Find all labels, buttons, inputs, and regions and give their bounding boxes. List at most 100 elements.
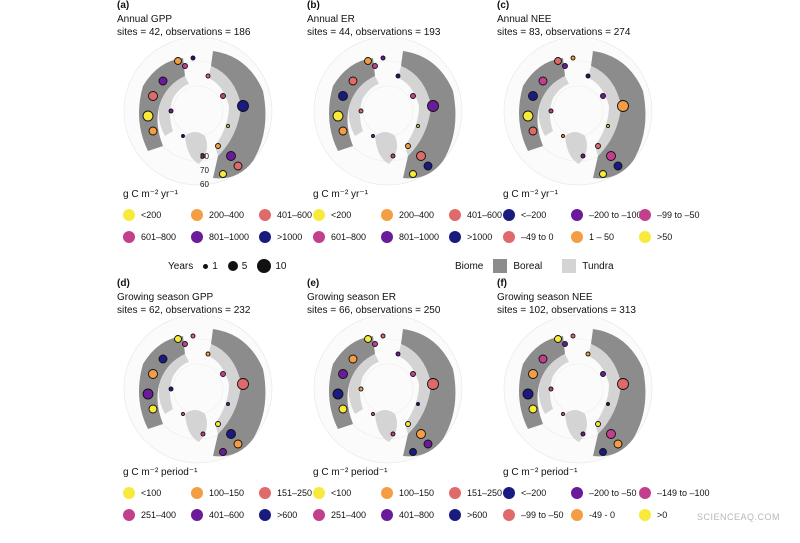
legend-item: <100 <box>313 487 351 499</box>
site-marker <box>595 143 601 149</box>
legend-swatch-icon <box>191 509 203 521</box>
site-marker <box>595 421 601 427</box>
panel-subtitle: sites = 102, observations = 313 <box>497 305 636 316</box>
site-marker <box>570 333 576 339</box>
legend-swatch-icon <box>503 209 515 221</box>
legend-swatch-icon <box>313 509 325 521</box>
site-marker <box>562 63 568 69</box>
site-marker <box>182 341 188 347</box>
legend-label: –49 to 0 <box>521 232 554 242</box>
legend-swatch-icon <box>571 209 583 221</box>
site-marker <box>561 412 565 416</box>
site-marker <box>348 354 358 364</box>
legend-item: 100–150 <box>191 487 244 499</box>
site-marker <box>158 354 168 364</box>
legend-item: –49 to 0 <box>503 231 554 243</box>
unit-label: g C m⁻² yr⁻¹ <box>313 189 368 200</box>
tundra-region-eurasia <box>398 344 431 434</box>
site-marker <box>613 161 623 171</box>
legend-label: –200 to –50 <box>589 488 637 498</box>
legend-swatch-icon <box>571 487 583 499</box>
legend-swatch-icon <box>449 231 461 243</box>
tundra-region-north-america <box>538 354 569 414</box>
tundra-region-eurasia <box>208 344 241 434</box>
site-marker <box>416 429 426 439</box>
legend-swatch-icon <box>123 209 135 221</box>
panel-subtitle: sites = 44, observations = 193 <box>307 27 441 38</box>
legend-swatch-icon <box>313 487 325 499</box>
arctic-map <box>313 36 463 186</box>
panel-label: (a) <box>117 0 130 11</box>
arctic-map <box>503 314 653 464</box>
legend-swatch-icon <box>259 487 271 499</box>
panel-subtitle: sites = 42, observations = 186 <box>117 27 251 38</box>
boreal-swatch-icon <box>493 259 508 273</box>
legend-swatch-icon <box>123 487 135 499</box>
panel-title: Growing season GPP <box>117 292 214 303</box>
legend-swatch-icon <box>191 209 203 221</box>
legend-label: <200 <box>141 210 162 220</box>
site-marker <box>390 153 396 159</box>
site-marker <box>219 170 227 178</box>
site-marker <box>358 108 364 114</box>
site-marker <box>405 143 411 149</box>
legend-item: 401–600 <box>259 209 312 221</box>
legend-label: <–200 <box>521 210 547 220</box>
panel-subtitle: sites = 83, observations = 274 <box>497 27 631 38</box>
years-legend-value: 10 <box>275 260 287 272</box>
site-marker <box>338 91 348 101</box>
legend-swatch-icon <box>639 487 651 499</box>
site-marker <box>215 421 221 427</box>
years-dot-medium-icon <box>227 261 238 271</box>
site-marker <box>617 378 629 390</box>
site-marker <box>364 335 372 343</box>
legend-item: >600 <box>259 509 297 521</box>
legend-swatch-icon <box>503 231 515 243</box>
shared-legends: Years 1 5 10 Biome Boreal Tundra <box>0 253 800 277</box>
site-marker <box>528 404 538 414</box>
unit-label: g C m⁻² yr⁻¹ <box>503 189 558 200</box>
legend-label: –200 to –100 <box>589 210 642 220</box>
site-marker <box>348 76 358 86</box>
site-marker <box>585 351 591 357</box>
site-marker <box>423 161 433 171</box>
legend-label: 100–150 <box>209 488 245 498</box>
legend-item: 200–400 <box>191 209 244 221</box>
legend-swatch-icon <box>259 509 271 521</box>
site-marker <box>148 91 158 101</box>
site-marker <box>395 351 401 357</box>
legend-swatch-icon <box>381 509 393 521</box>
legend-item: 151–250 <box>259 487 312 499</box>
tundra-region-north-america <box>348 76 379 136</box>
site-marker <box>380 333 386 339</box>
legend-swatch-icon <box>191 231 203 243</box>
site-marker <box>174 57 182 65</box>
site-marker <box>528 126 538 136</box>
latitude-label-60: 60 <box>200 180 209 189</box>
site-marker <box>200 153 206 159</box>
years-dot-large-icon <box>257 259 272 273</box>
site-marker <box>561 134 565 138</box>
legend-label: 251–400 <box>331 510 367 520</box>
legend-label: 151–250 <box>277 488 313 498</box>
legend-item: –99 to –50 <box>639 209 700 221</box>
site-marker <box>158 76 168 86</box>
site-marker <box>205 73 211 79</box>
site-marker <box>233 161 243 171</box>
latitude-label-80: 80 <box>200 152 209 161</box>
legend-swatch-icon <box>259 209 271 221</box>
site-marker <box>410 93 416 99</box>
site-marker <box>580 431 586 437</box>
legend-item: –99 to –50 <box>503 509 564 521</box>
legend-item: 100–150 <box>381 487 434 499</box>
panel-title: Growing season NEE <box>497 292 593 303</box>
site-marker <box>371 134 375 138</box>
site-marker <box>148 369 158 379</box>
legend-swatch-icon <box>449 487 461 499</box>
site-marker <box>168 108 174 114</box>
site-marker <box>606 151 616 161</box>
site-marker <box>148 404 158 414</box>
biome-legend-label: Tundra <box>582 260 614 272</box>
legend-item: 801–1000 <box>191 231 249 243</box>
site-marker <box>226 124 230 128</box>
